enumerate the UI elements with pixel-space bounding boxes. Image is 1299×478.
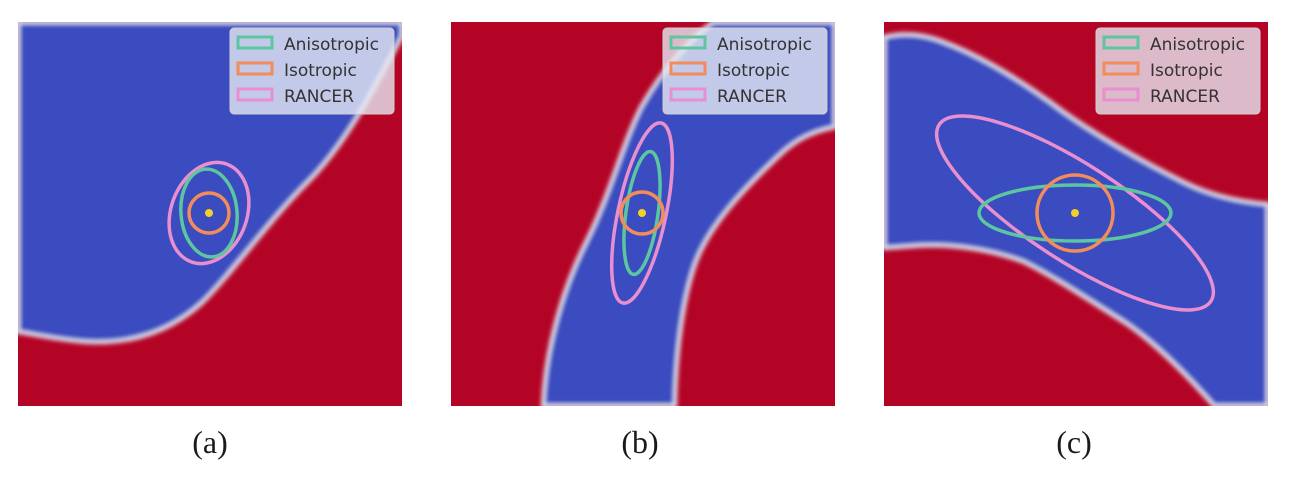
blue-band [540,22,835,406]
legend-label-rancer: RANCER [717,87,787,107]
decision-boundary-plot-b: Anisotropic Isotropic RANCER [451,22,835,406]
legend-label-rancer: RANCER [1150,87,1220,107]
legend-label-anisotropic: Anisotropic [717,35,812,55]
legend-swatch-rancer [1102,87,1140,102]
legend-label-rancer: RANCER [284,87,354,107]
caption-b: (b) [621,424,659,460]
decision-boundary-plot-c: Anisotropic Isotropic RANCER [884,22,1268,406]
legend-swatch-isotropic [1102,61,1140,76]
panel-c: Anisotropic Isotropic RANCER [884,22,1268,406]
rancer-ellipse [167,160,251,266]
legend: Anisotropic Isotropic RANCER [1095,27,1261,115]
rancer-ellipse [609,121,675,305]
panel-a: Anisotropic Isotropic RANCER [18,22,402,406]
center-point [205,209,213,217]
decision-boundary-plot-a: Anisotropic Isotropic RANCER [18,22,402,406]
legend-swatch-anisotropic [669,35,707,50]
legend-label-isotropic: Isotropic [284,61,357,81]
anisotropic-ellipse [977,183,1173,243]
isotropic-circle [1035,173,1115,253]
legend-label-anisotropic: Anisotropic [1150,35,1245,55]
center-point [638,209,646,217]
legend-swatch-isotropic [236,61,274,76]
legend-swatch-isotropic [669,61,707,76]
anisotropic-ellipse [622,149,662,277]
legend-label-isotropic: Isotropic [1150,61,1223,81]
caption-c: (c) [1056,424,1092,460]
blue-band [884,32,1268,406]
legend-swatch-anisotropic [236,35,274,50]
caption-a: (a) [192,424,228,460]
panel-b: Anisotropic Isotropic RANCER [451,22,835,406]
legend-label-anisotropic: Anisotropic [284,35,379,55]
isotropic-circle [187,191,231,235]
legend: Anisotropic Isotropic RANCER [662,27,828,115]
legend: Anisotropic Isotropic RANCER [229,27,395,115]
isotropic-circle [619,190,665,236]
anisotropic-ellipse [179,167,239,259]
legend-swatch-anisotropic [1102,35,1140,50]
legend-label-isotropic: Isotropic [717,61,790,81]
legend-swatch-rancer [236,87,274,102]
rancer-ellipse [934,114,1216,312]
center-point [1071,209,1079,217]
legend-swatch-rancer [669,87,707,102]
